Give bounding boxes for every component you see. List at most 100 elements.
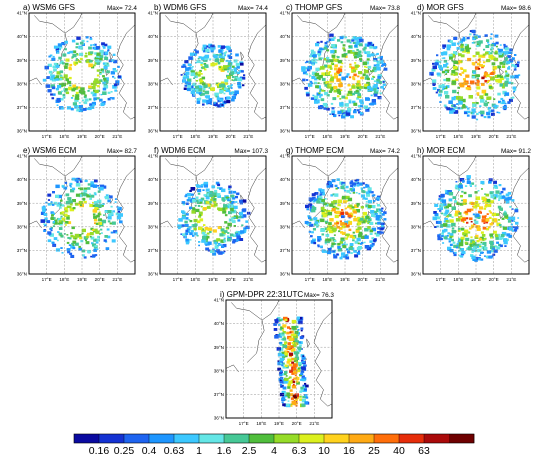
precip-cell [109,195,113,199]
precip-cell [218,66,224,71]
precip-cell [446,85,450,88]
precip-cell [83,193,88,197]
precip-cell [74,178,79,182]
precip-cell [236,238,241,242]
precip-cell [60,235,64,238]
precip-cell [383,63,386,66]
precip-cell [287,393,291,396]
precip-cell [88,46,92,50]
lat-tick-label: 41°N [17,154,27,159]
precip-cell [61,82,66,87]
precip-cell [358,182,363,186]
precip-cell [291,380,296,384]
precip-cell [115,231,118,234]
precip-cell [93,83,97,86]
precip-cell [227,238,232,242]
precip-cell [47,203,51,206]
precip-cell [347,214,352,218]
precip-cell [111,239,116,243]
precip-cell [236,192,240,196]
precip-cell [110,231,114,234]
precip-cell [472,103,477,107]
precip-cell [492,104,498,109]
precip-cell [192,199,197,203]
precip-cell [484,34,488,37]
precip-cell [509,205,512,208]
precip-cell [498,224,502,227]
precip-cell [304,388,307,391]
precip-cell [224,230,228,233]
precip-cell [305,384,309,388]
precip-cell [281,332,285,335]
precip-cell [221,104,224,106]
precip-cell [348,101,352,104]
precip-cell [50,203,53,206]
precip-cell [459,202,464,206]
precip-cell [487,101,490,104]
precip-cell [280,333,285,337]
precip-cell [431,73,434,76]
precip-cell [458,249,461,252]
precip-cell [238,78,243,82]
coastline [159,77,173,86]
precip-cell [222,208,227,212]
precip-cell [499,75,503,78]
precip-cell [443,236,448,240]
precip-cell [301,366,306,370]
precip-cell [81,192,86,197]
precip-cell [284,377,289,381]
precip-cell [189,232,193,236]
precip-cell [198,241,201,243]
precip-cell [481,215,487,219]
precip-cell [61,252,64,254]
precip-cell [462,199,467,203]
precip-cell [474,185,477,187]
precip-cell [482,64,485,67]
precip-cell [331,110,336,114]
precip-cell [306,93,310,97]
precip-cell [466,36,470,40]
precip-cell [190,90,195,94]
precip-cell [447,232,451,235]
precip-cell [461,190,464,193]
precip-cell [495,237,499,240]
precip-cell [355,82,360,86]
precip-cell [184,232,189,235]
precip-cell [357,53,362,57]
precip-cell [51,203,55,206]
precip-cell [79,46,84,50]
precip-cell [459,96,463,100]
precip-cell [464,46,469,50]
precip-cell [332,250,335,253]
precip-cell [494,233,498,236]
precip-cell [352,231,355,234]
precip-cell [212,53,216,56]
lat-tick-label: 36°N [411,129,421,134]
precip-cell [43,229,46,232]
precip-cell [339,81,343,85]
precip-cell [370,210,375,214]
precip-cell [93,192,97,195]
precip-cell [246,226,249,229]
precip-cell [487,226,491,229]
precip-cell [223,237,226,240]
precip-cell [311,75,316,80]
precip-cell [311,208,316,213]
precip-cell [72,244,75,246]
precip-cell [371,243,375,246]
precip-cell [214,239,218,242]
precip-cell [49,227,53,230]
precip-cell [460,74,462,76]
precip-cell [479,105,482,107]
precip-cell [323,58,328,61]
precip-cell [219,103,222,106]
precip-cell [104,210,108,213]
precip-cell [92,44,95,46]
precip-cell [62,185,65,188]
precip-cell [317,236,322,240]
precip-cell [190,70,195,74]
precip-cell [333,253,336,256]
precip-cell [380,227,385,230]
precip-cell [365,204,370,208]
precip-cell [204,54,210,59]
